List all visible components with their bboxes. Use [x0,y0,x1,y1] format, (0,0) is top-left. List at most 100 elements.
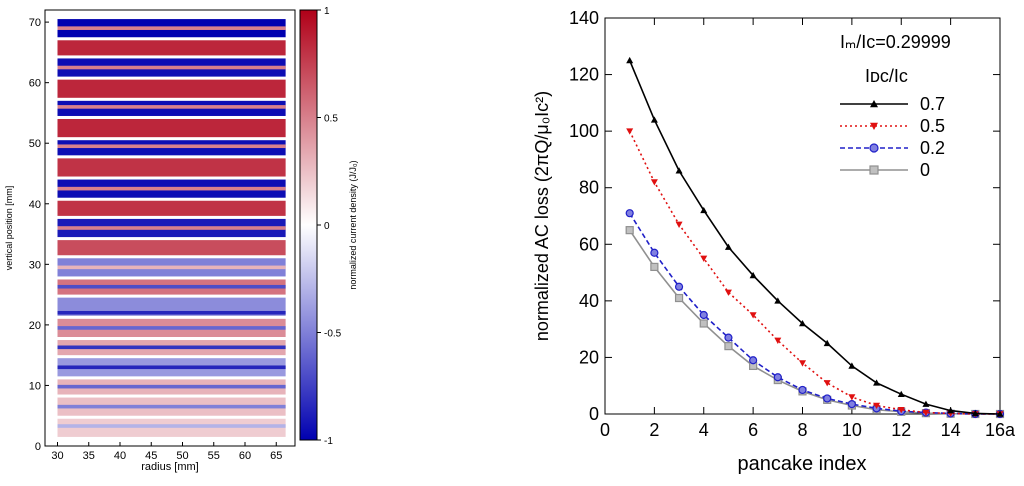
heatmap-band [57,158,286,177]
line-series [625,56,1005,419]
heatmap-x-tick-label: 30 [51,450,63,462]
line-x-tick-label: 8 [797,420,807,440]
legend-title: Iᴅᴄ/Iᴄ [865,66,908,86]
data-point-square [724,342,733,351]
legend-entry: 0.2 [840,138,945,158]
heatmap-band [57,79,286,98]
data-point-triangle-down [897,406,905,414]
data-point-square [869,165,879,175]
heatmap-stripe [57,365,286,370]
heatmap-y-tick-label: 30 [29,259,41,271]
data-point-triangle-up [870,100,878,108]
data-point-triangle-down [870,122,878,130]
colorbar-ticks: 1 0.5 0 -0.5 -1 [317,6,342,447]
heatmap-stripe [57,144,286,149]
data-point-circle [724,333,733,342]
data-point-triangle-up [799,319,806,327]
heatmap-x-tick-label: 40 [114,450,126,462]
legend-label: 0.5 [920,116,945,136]
heatmap-x-tick-label: 65 [270,450,282,462]
heatmap-bands [57,19,286,437]
line-y-tick-label: 120 [569,65,599,85]
data-point-triangle-down [700,255,708,262]
line-x-tick-label: 14 [941,420,961,440]
line-y-tick-label: 0 [589,404,599,424]
line-y-ticks: 0 20 40 60 80 100 120 140 [569,8,1000,424]
line-y-tick-label: 40 [579,291,599,311]
heatmap-stripe [57,186,286,191]
data-point-triangle-down [724,289,732,296]
line-y-tick-label: 140 [569,8,599,28]
data-point-triangle-up [724,243,732,250]
heatmap-stripe [57,65,286,70]
colorbar-tick-label: -0.5 [324,329,342,340]
ac-loss-line-chart: 0 2 4 6 8 10 12 14 16a 0 20 40 60 80 100 120 140 pancak… [532,8,1016,475]
line-x-tick-label: 0 [600,420,610,440]
data-point-circle [869,143,879,153]
data-point-triangle-up [922,400,930,407]
data-point-triangle-up [675,167,683,174]
heatmap-y-tick-label: 40 [29,199,41,211]
data-point-triangle-down [749,312,757,319]
heatmap-band [57,119,286,138]
legend-entry: 0.5 [840,116,945,136]
data-point-circle [773,373,782,382]
data-point-triangle-up [700,206,708,214]
data-point-triangle-down [848,394,856,401]
line-x-tick-label: 12 [891,420,911,440]
line-y-axis-label: normalized AC loss (2πQ/μ₀Iᴄ²) [532,91,552,341]
line-y-tick-label: 60 [579,234,599,254]
data-point-triangle-up [873,379,881,386]
line-x-tick-label: 4 [699,420,709,440]
data-point-square [674,293,684,303]
heatmap-y-tick-label: 10 [29,380,41,392]
heatmap-x-tick-label: 55 [208,450,220,462]
data-point-circle [749,356,758,365]
heatmap-stripe [57,105,286,109]
heatmap-y-tick-label: 50 [29,138,41,150]
data-point-triangle-up [996,410,1004,417]
data-point-triangle-down [774,337,782,344]
line-x-tick-label: 10 [842,420,862,440]
line-x-axis-label: pancake index [738,453,867,475]
series-0.5 [626,128,1004,418]
line-legend: 0.70.50.20 [840,94,945,180]
data-point-circle [625,209,634,218]
heatmap-stripe [57,26,286,30]
data-point-circle [650,248,659,257]
heatmap-y-tick-label: 0 [35,441,41,453]
current-ratio-annotation: Iₘ/Iᴄ=0.29999 [840,32,951,52]
heatmap-stripe [57,226,286,230]
heatmap-band [57,240,286,256]
heatmap-stripe [57,310,286,315]
data-point-triangle-down [675,221,683,228]
line-x-tick-label: 16a [985,420,1016,440]
heatmap-stripe [57,284,286,289]
heatmap-band [57,40,286,56]
data-point-triangle-down [626,128,634,135]
data-point-square [650,262,659,272]
heatmap-x-axis-label: radius [mm] [141,461,198,473]
legend-entry: 0 [840,160,930,180]
heatmap-stripe [57,404,286,409]
data-point-triangle-down [873,402,881,410]
line-x-tick-label: 2 [649,420,659,440]
colorbar-tick-label: -1 [324,436,333,447]
heatmap-x-tick-label: 60 [239,450,251,462]
data-point-triangle-down [823,380,831,387]
heatmap-y-tick-label: 70 [29,17,41,29]
legend-label: 0 [920,160,930,180]
data-point-triangle-down [799,360,806,367]
heatmap-stripe [57,384,286,389]
heatmap-band [57,418,286,437]
heatmap-stripe [57,265,286,270]
data-point-triangle-up [897,390,905,397]
heatmap-y-tick-label: 60 [29,78,41,90]
heatmap-y-axis-label: vertical position [mm] [4,186,14,271]
data-point-square [699,319,708,328]
heatmap-band [57,200,286,216]
colorbar-tick-label: 1 [324,6,330,17]
heatmap-y-tick-label: 20 [29,320,41,332]
series-0.7 [626,56,1004,417]
